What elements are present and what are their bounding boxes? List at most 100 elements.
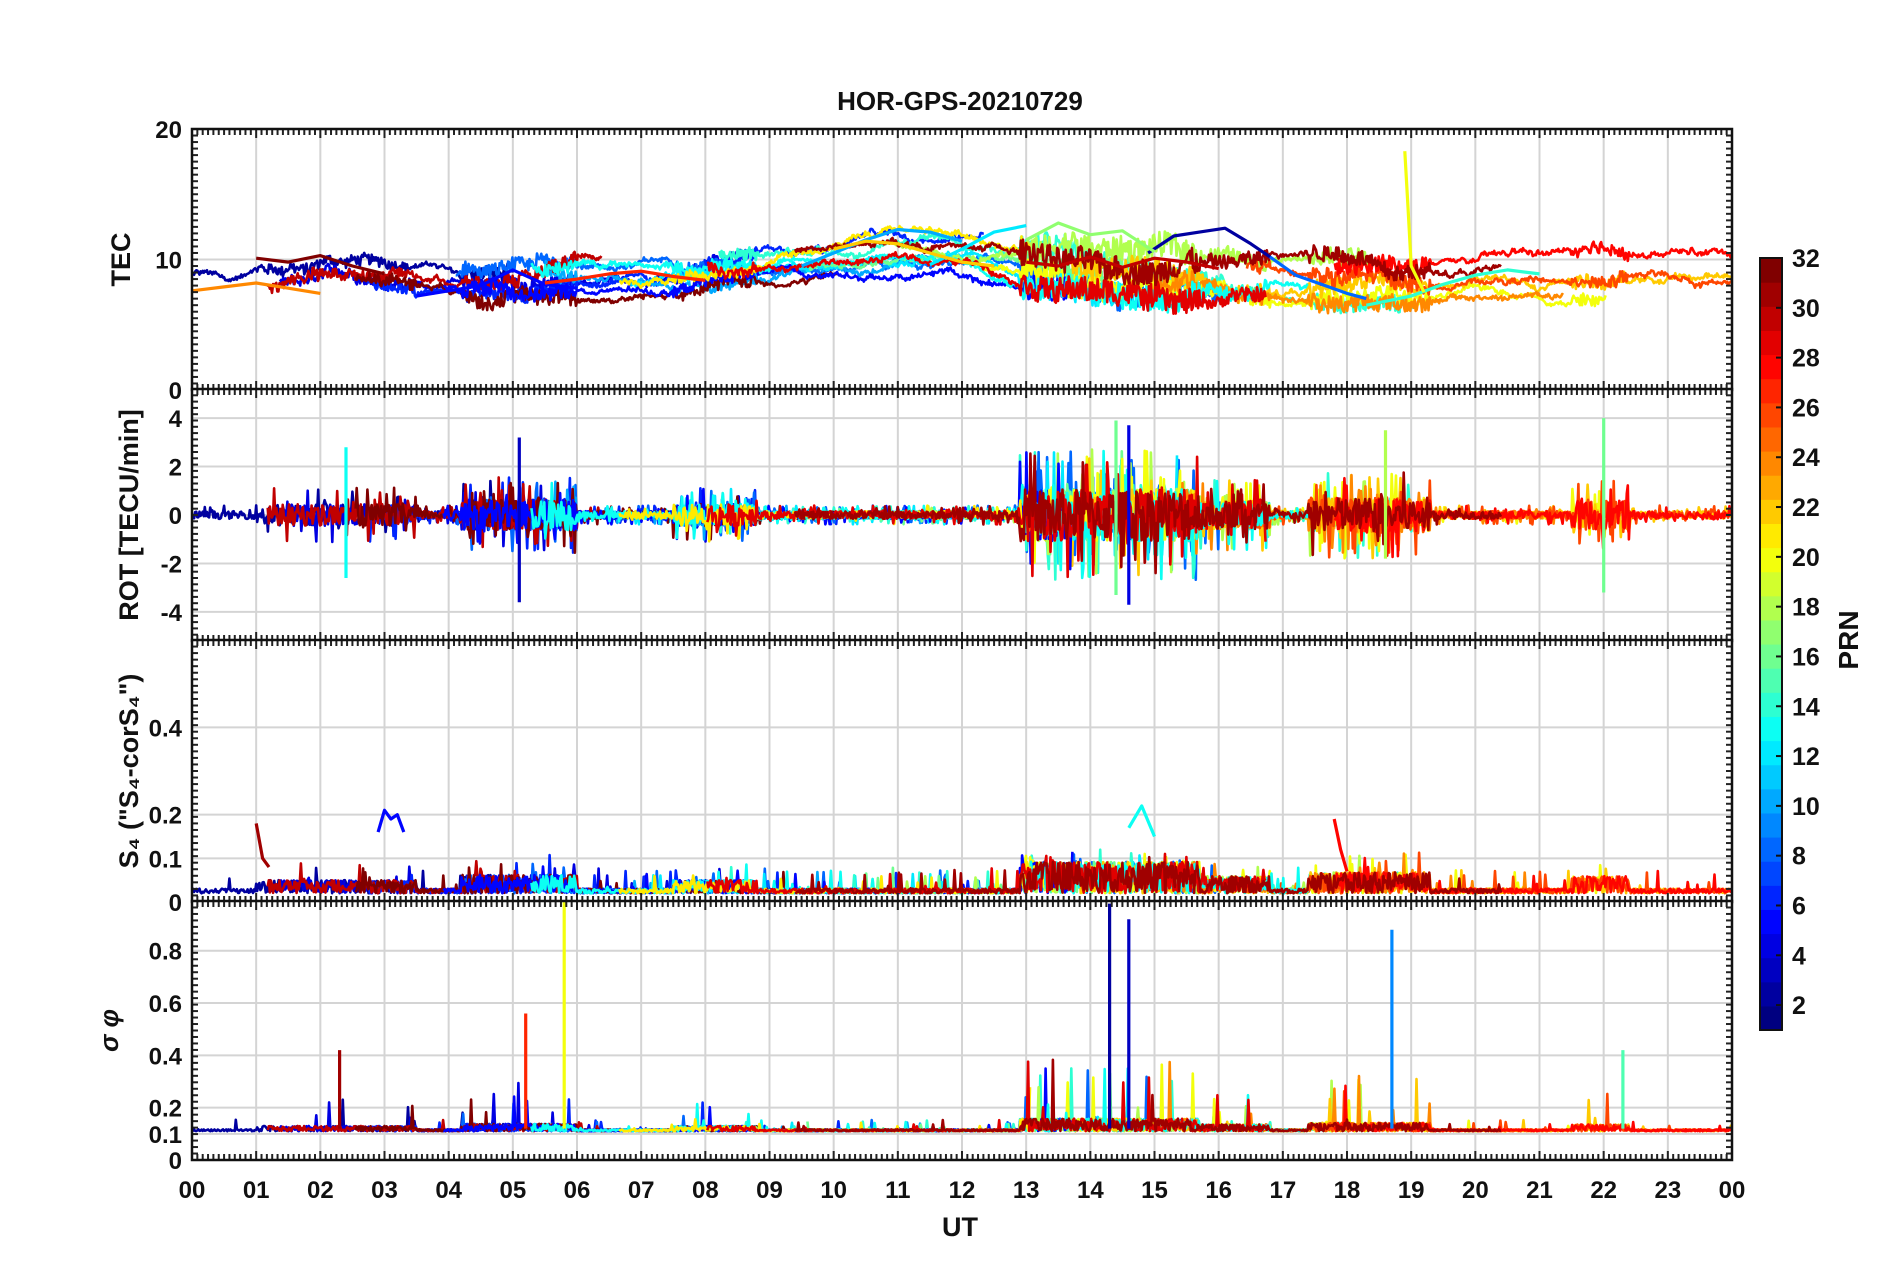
- background-trace: [192, 251, 515, 283]
- colorbar-band: [1760, 258, 1782, 283]
- colorbar-band: [1760, 282, 1782, 307]
- x-tick-label: 06: [564, 1177, 591, 1204]
- y-axis-label: TEC: [106, 233, 136, 287]
- panel-frame: [190, 899, 1734, 1162]
- background-trace: [794, 855, 1503, 895]
- colorbar-band: [1760, 499, 1782, 524]
- colorbar-tick-label: 2: [1792, 992, 1806, 1020]
- colorbar-band: [1760, 378, 1782, 404]
- colorbar-band: [1760, 354, 1782, 380]
- x-tick-label: 12: [949, 1177, 976, 1204]
- x-tick-label: 23: [1654, 1177, 1681, 1204]
- x-tick-label: 13: [1013, 1177, 1040, 1204]
- colorbar-band: [1760, 619, 1782, 645]
- colorbar-tick-label: 28: [1792, 345, 1820, 373]
- colorbar-band: [1760, 595, 1782, 621]
- colorbar-band: [1760, 981, 1782, 1007]
- colorbar-band: [1760, 523, 1782, 549]
- series-line: [1269, 255, 1367, 301]
- colorbar-tick-label: 20: [1792, 544, 1820, 572]
- background-trace: [793, 236, 1502, 287]
- background-trace: [1245, 259, 1732, 296]
- background-trace: [442, 263, 1074, 303]
- colorbar-tick-label: 14: [1792, 693, 1820, 721]
- colorbar-band: [1760, 909, 1782, 935]
- y-tick-label: -4: [161, 600, 183, 627]
- x-tick-label: 00: [1719, 1177, 1746, 1204]
- y-axis-label: ROT [TECU/min]: [114, 409, 144, 620]
- x-tick-label: 05: [499, 1177, 526, 1204]
- background-trace: [530, 253, 1309, 314]
- y-tick-label: 0: [169, 890, 182, 917]
- colorbar-band: [1760, 668, 1782, 693]
- colorbar-band: [1760, 716, 1782, 742]
- x-tick-label: 21: [1526, 1177, 1553, 1204]
- x-tick-label: 22: [1590, 1177, 1617, 1204]
- background-trace: [793, 452, 1503, 575]
- colorbar-tick-label: 24: [1792, 444, 1820, 472]
- colorbar-label: PRN: [1833, 610, 1864, 669]
- colorbar-tick-label: 12: [1792, 743, 1820, 771]
- x-tick-label: 03: [371, 1177, 398, 1204]
- colorbar-tick-label: 10: [1792, 793, 1820, 821]
- colorbar-band: [1760, 837, 1782, 862]
- x-tick-label: 11: [885, 1177, 910, 1204]
- trace-group: [192, 418, 1732, 605]
- colorbar-band: [1760, 957, 1782, 983]
- y-tick-label: 10: [155, 248, 182, 275]
- colorbar-band: [1760, 692, 1782, 717]
- x-tick-label: 10: [820, 1177, 847, 1204]
- trace-group: [192, 151, 1732, 316]
- colorbar-band: [1760, 933, 1782, 959]
- trace-group: [192, 804, 1732, 895]
- series-line: [376, 808, 406, 833]
- y-tick-label: 0.2: [149, 1096, 182, 1123]
- colorbar-band: [1760, 644, 1782, 669]
- series-line: [1365, 268, 1540, 307]
- series-line: [1332, 818, 1349, 872]
- y-tick-label: 0.6: [149, 991, 182, 1018]
- series-line: [192, 281, 321, 295]
- colorbar-tick-label: 6: [1792, 892, 1806, 920]
- colorbar-band: [1760, 885, 1782, 910]
- x-tick-label: 07: [628, 1177, 655, 1204]
- background-trace: [794, 1058, 1502, 1133]
- x-tick-label: 14: [1077, 1177, 1104, 1204]
- background-trace: [1333, 240, 1732, 277]
- x-tick-label: 08: [692, 1177, 719, 1204]
- chart-title: HOR-GPS-20210729: [837, 86, 1083, 116]
- y-axis-label: S₄ ("S₄-corS₄"): [114, 674, 144, 869]
- y-tick-label: 4: [169, 406, 183, 433]
- x-tick-label: 01: [243, 1177, 270, 1204]
- panel-tec: 0 10 20 TEC: [106, 117, 1734, 405]
- background-trace: [1333, 856, 1732, 895]
- colorbar-band: [1760, 547, 1782, 573]
- series-line: [1403, 151, 1426, 293]
- x-tick-label: 20: [1462, 1177, 1489, 1204]
- colorbar-tick-label: 8: [1792, 843, 1806, 871]
- colorbar-frame: [1759, 257, 1783, 1031]
- panel-sigma_phi: 00.10.2 0.4 0.6 0.8 σ φ: [94, 899, 1734, 1175]
- panel-rot: -4 -2 0 2 4 ROT [TECU/min]: [114, 387, 1734, 643]
- colorbar-band: [1760, 812, 1782, 838]
- colorbar-tick-label: 30: [1792, 295, 1820, 323]
- y-tick-label: 2: [169, 455, 182, 482]
- y-axis-label: σ φ: [94, 1009, 124, 1052]
- x-axis: 00 01 02 03 04 05 06 07 08 09 10 11 12 13 14 15 16 17 18 19…: [179, 1177, 1746, 1204]
- colorbar-band: [1760, 451, 1782, 476]
- series-line: [1026, 255, 1220, 271]
- y-tick-label: 0: [169, 378, 182, 405]
- y-tick-label: 0.8: [149, 939, 182, 966]
- y-tick-label: 0.2: [149, 803, 182, 830]
- series-line: [800, 227, 963, 268]
- series-line: [833, 239, 995, 268]
- colorbar-band: [1760, 402, 1782, 428]
- colorbar-band: [1760, 330, 1782, 356]
- y-tick-label: 20: [155, 117, 182, 144]
- series-line: [1147, 226, 1271, 259]
- series-line: [544, 269, 706, 285]
- x-tick-label: 18: [1334, 1177, 1361, 1204]
